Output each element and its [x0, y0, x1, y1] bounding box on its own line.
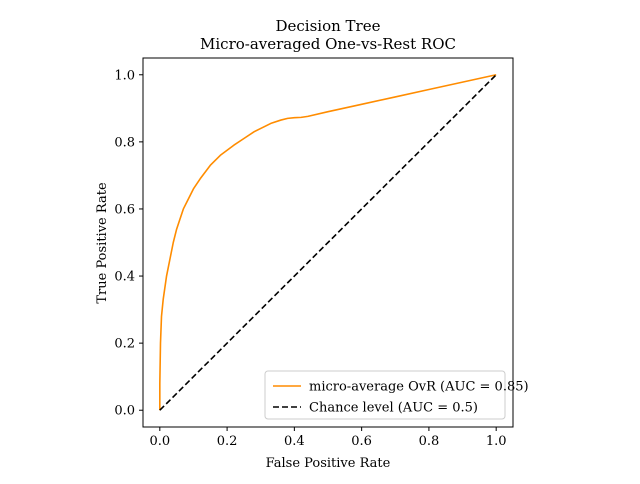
axis-ticks: 0.0 0.2 0.4 0.6 0.8 1.0 0.0 0.2 0.4 0.6 0.8 1.0 — [114, 68, 506, 449]
x-tick-label: 0.8 — [419, 434, 440, 449]
y-tick-label: 0.0 — [114, 404, 135, 419]
legend: micro-average OvR (AUC = 0.85) Chance lev… — [264, 370, 529, 420]
legend-box — [264, 370, 506, 420]
x-tick-label: 0.6 — [351, 434, 372, 449]
legend-entry: Chance level (AUC = 0.5) — [309, 401, 478, 416]
y-axis-label: True Positive Rate — [95, 182, 110, 304]
x-tick-label: 1.0 — [486, 434, 507, 449]
x-tick-label: 0.0 — [149, 434, 170, 449]
series-lines — [159, 73, 497, 411]
chart-subtitle: Micro-averaged One-vs-Rest ROC — [200, 35, 456, 53]
y-tick-label: 1.0 — [114, 68, 135, 83]
y-tick-label: 0.4 — [114, 270, 135, 285]
plot-frame — [142, 57, 514, 428]
chance-level-line — [159, 74, 497, 411]
x-axis-label: False Positive Rate — [266, 456, 391, 471]
x-tick-label: 0.2 — [217, 434, 238, 449]
y-tick-label: 0.8 — [114, 135, 135, 150]
x-tick-label: 0.4 — [284, 434, 305, 449]
y-tick-label: 0.2 — [114, 337, 135, 352]
micro-average-roc-line — [159, 73, 497, 411]
chart-title: Decision Tree — [276, 17, 381, 35]
legend-entry: micro-average OvR (AUC = 0.85) — [309, 380, 529, 395]
y-tick-label: 0.6 — [114, 202, 135, 217]
